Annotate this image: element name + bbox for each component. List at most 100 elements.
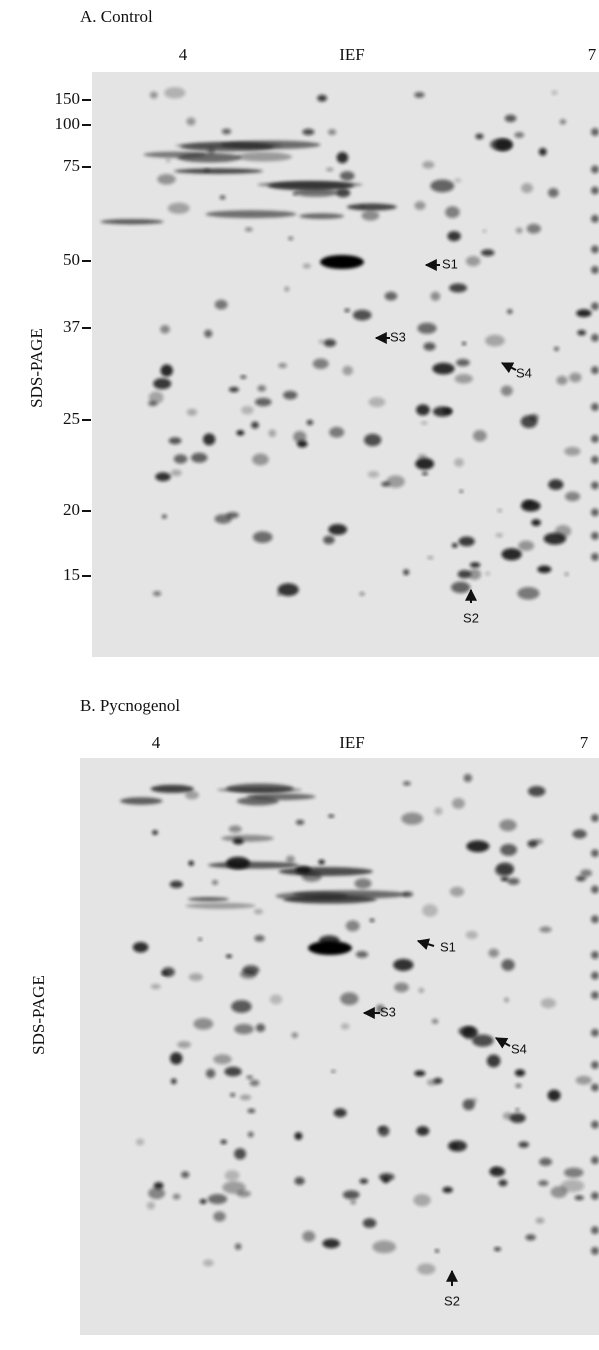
gel-spot — [531, 519, 541, 527]
gel-spot — [173, 454, 188, 464]
gel-spot — [502, 1112, 513, 1120]
gel-spot — [228, 825, 242, 833]
gel-spot — [386, 475, 405, 488]
gel-spot — [242, 965, 260, 975]
gel-spot — [359, 592, 365, 596]
annotation-arrow — [416, 938, 435, 950]
gel-spot — [148, 391, 164, 404]
gel-spot — [155, 472, 171, 482]
gel-spot — [251, 421, 259, 429]
gel-spot — [253, 908, 263, 915]
gel-spot — [186, 408, 198, 416]
gel-spot — [362, 1218, 377, 1229]
gel-spot — [548, 479, 564, 490]
gel-spot — [515, 227, 523, 234]
gel-spot — [473, 429, 487, 442]
gel-spot — [434, 807, 443, 815]
gel-spot — [430, 291, 441, 301]
gel-spot — [230, 1092, 236, 1097]
gel-spot — [556, 375, 568, 385]
gel-spot — [160, 364, 173, 377]
gel-spot — [166, 158, 171, 163]
gel-spot — [249, 1079, 260, 1087]
gel-spot — [497, 508, 502, 513]
mw-tick-label: 20 — [63, 500, 80, 519]
gel-spot — [268, 429, 277, 438]
gel-spot — [236, 430, 245, 436]
gel-spot — [160, 324, 170, 334]
gel-spot — [252, 531, 273, 544]
gel-spot — [132, 942, 149, 953]
gel-streak — [221, 834, 274, 842]
gel-spot — [591, 849, 599, 858]
gel-spot — [135, 1138, 145, 1146]
gel-spot — [323, 535, 335, 545]
gel-spot — [239, 1094, 252, 1101]
gel-spot — [285, 855, 295, 864]
gel-spot — [442, 408, 452, 414]
gel-spot — [591, 366, 599, 375]
gel-spot — [471, 1097, 478, 1104]
gel-spot — [376, 1004, 385, 1014]
gel-spot — [591, 971, 599, 980]
gel-spot — [402, 891, 414, 898]
gel-spot — [491, 1166, 500, 1173]
gel-spot — [255, 1023, 266, 1033]
mw-tick-label: 25 — [63, 409, 80, 428]
gel-spot — [504, 114, 517, 123]
gel-spot — [454, 373, 473, 384]
gel-spot — [170, 469, 182, 477]
gel-spot — [417, 1263, 436, 1275]
gel-spot — [426, 1079, 438, 1086]
gel-spot — [591, 991, 599, 1000]
gel-spot — [327, 129, 337, 136]
gel-spot — [152, 830, 158, 835]
gel-spot — [339, 171, 355, 181]
x-tick-label: 4 — [152, 733, 161, 752]
gel-spot — [467, 568, 482, 580]
gel-spot — [533, 838, 544, 845]
gel-streak — [208, 861, 300, 869]
gel-spot — [551, 90, 558, 95]
gel-spot — [416, 404, 430, 416]
gel-streak — [100, 219, 164, 225]
gel-spot — [291, 1032, 298, 1039]
gel-spot — [302, 263, 311, 269]
gel-spot — [220, 1139, 227, 1145]
y-label: SDS-PAGE — [29, 975, 48, 1055]
gel-spot — [486, 1054, 501, 1068]
mw-axis: 150 100 75 50 37 25 20 15 — [55, 89, 91, 584]
gel-spot — [538, 1180, 549, 1187]
gel-spot — [335, 188, 351, 198]
gel-spot — [164, 87, 186, 99]
x-tick-label: 7 — [588, 45, 597, 64]
gel-spot — [591, 481, 599, 490]
gel-streak — [205, 210, 297, 219]
gel-spot — [226, 511, 239, 519]
gel-spot — [553, 346, 560, 352]
gel-streak — [143, 151, 207, 158]
gel-streak — [180, 141, 274, 152]
gel-spot — [326, 167, 334, 172]
gel-spot — [269, 994, 283, 1005]
gel-spot — [520, 415, 538, 429]
gel-spot — [462, 341, 466, 346]
gel-spot — [572, 829, 587, 839]
gel-spot — [445, 206, 460, 219]
mw-tick-label: 75 — [63, 156, 80, 175]
gel-streak — [236, 152, 293, 162]
gel-spot — [350, 1199, 357, 1205]
gel-spot — [296, 440, 308, 448]
annotation-arrow — [500, 362, 517, 374]
gel-spot — [204, 168, 210, 172]
gel-spot — [252, 453, 269, 466]
gel-spot — [149, 91, 158, 99]
gel-spot — [591, 951, 599, 960]
gel-spot — [475, 133, 484, 140]
x-label: IEF — [339, 733, 365, 752]
gel-spot — [172, 1193, 181, 1200]
gel-spot — [591, 402, 599, 411]
gel-spot — [277, 592, 281, 597]
gel-spot — [501, 959, 515, 971]
